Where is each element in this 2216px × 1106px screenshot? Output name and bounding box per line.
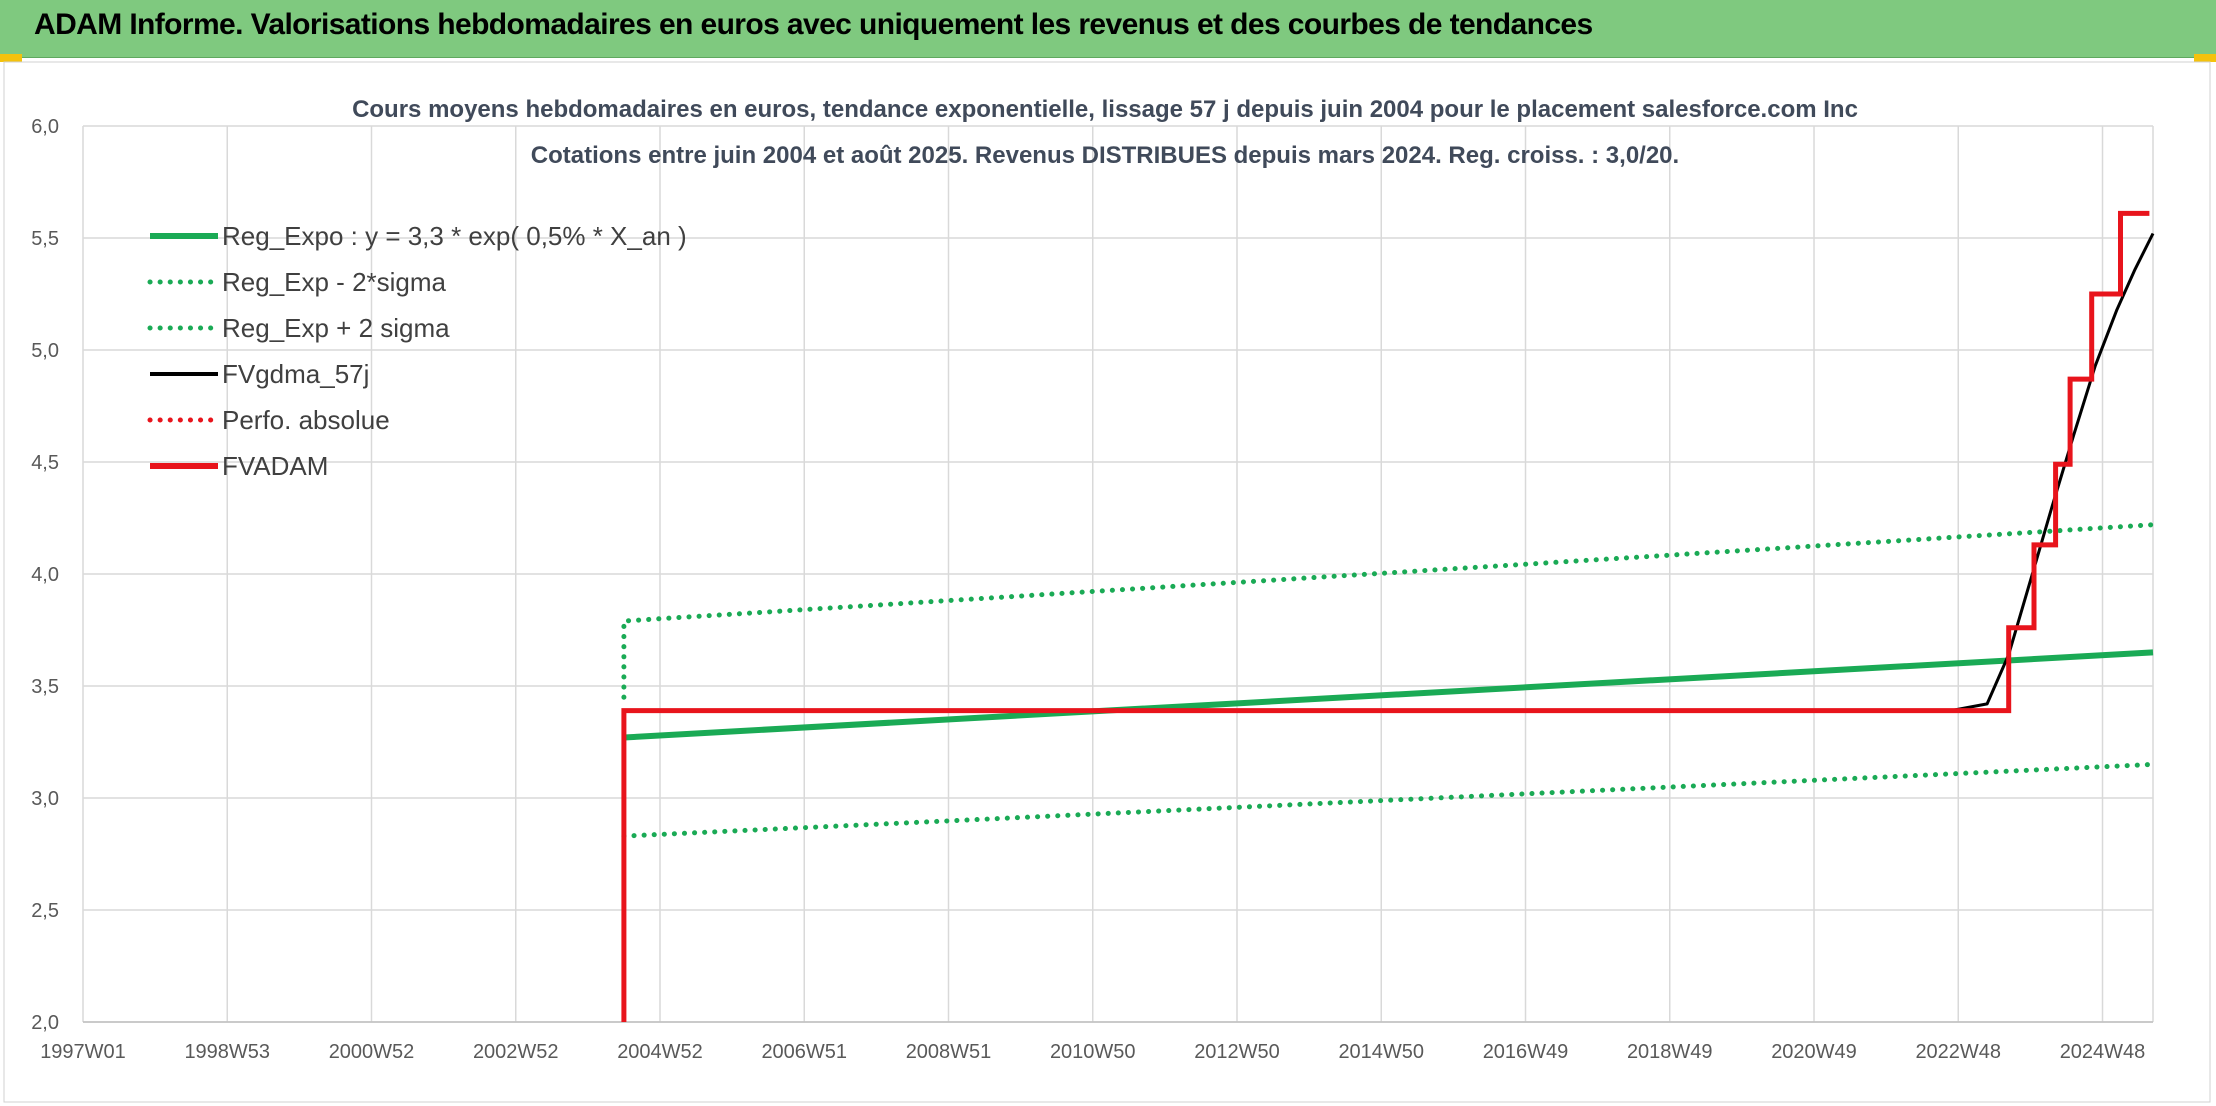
x-tick-label: 2012W50 (1194, 1041, 1280, 1063)
axes: 2,0 2,5 3,0 3,5 4,0 4,5 5,0 5,5 6,0 1997W01 1998W5… (31, 116, 2153, 1063)
x-tick-label: 1997W01 (40, 1041, 126, 1063)
chart-frame (3, 61, 2211, 1103)
y-tick-label: 2,5 (31, 900, 59, 922)
legend: Reg_Expo : y = 3,3 * exp( 0,5% * X_an ) R… (147, 221, 687, 481)
y-tick-label: 3,5 (31, 676, 59, 698)
x-tick-label: 2004W52 (617, 1041, 703, 1063)
legend-label: Reg_Exp + 2 sigma (222, 313, 450, 343)
corner-marker-left (0, 54, 22, 62)
grid (82, 125, 2154, 1023)
x-tick-label: 2022W48 (1915, 1041, 2001, 1063)
legend-label: Perfo. absolue (222, 405, 390, 435)
y-tick-label: 2,0 (31, 1012, 59, 1034)
x-tick-label: 2002W52 (473, 1041, 559, 1063)
x-tick-label: 2010W50 (1050, 1041, 1136, 1063)
corner-marker-right (2194, 54, 2216, 62)
series-line-3 (1950, 232, 2155, 713)
x-tick-label: 2000W52 (329, 1041, 415, 1063)
x-tick-label: 2008W51 (906, 1041, 992, 1063)
x-tick-label: 2018W49 (1627, 1041, 1713, 1063)
series (621, 210, 2156, 1022)
y-tick-label: 5,5 (31, 228, 59, 250)
y-tick-label: 4,5 (31, 452, 59, 474)
legend-label: FVADAM (222, 451, 328, 481)
chart-title: Cours moyens hebdomadaires en euros, ten… (352, 96, 1858, 123)
series-line-0 (623, 649, 2154, 741)
x-tick-label: 2024W48 (2060, 1041, 2146, 1063)
report-title: ADAM Informe. Valorisations hebdomadaire… (34, 8, 1593, 41)
legend-label: Reg_Exp - 2*sigma (222, 267, 447, 297)
legend-label: Reg_Expo : y = 3,3 * exp( 0,5% * X_an ) (222, 221, 687, 251)
x-tick-label: 2020W49 (1771, 1041, 1857, 1063)
series-line-5 (621, 210, 2150, 1022)
series-line-1 (621, 761, 2156, 839)
legend-label: FVgdma_57j (222, 359, 369, 389)
x-tick-label: 2016W49 (1483, 1041, 1569, 1063)
header-banner: ADAM Informe. Valorisations hebdomadaire… (0, 0, 2216, 58)
x-tick-label: 1998W53 (184, 1041, 270, 1063)
x-tick-label: 2006W51 (761, 1041, 847, 1063)
chart: 2,0 2,5 3,0 3,5 4,0 4,5 5,0 5,5 6,0 1997W01 1998W5… (3, 61, 2211, 1103)
chart-subtitle: Cotations entre juin 2004 et août 2025. … (531, 142, 1679, 169)
y-tick-label: 3,0 (31, 788, 59, 810)
y-tick-label: 6,0 (31, 116, 59, 138)
y-tick-label: 5,0 (31, 340, 59, 362)
x-tick-label: 2014W50 (1338, 1041, 1424, 1063)
y-tick-label: 4,0 (31, 564, 59, 586)
